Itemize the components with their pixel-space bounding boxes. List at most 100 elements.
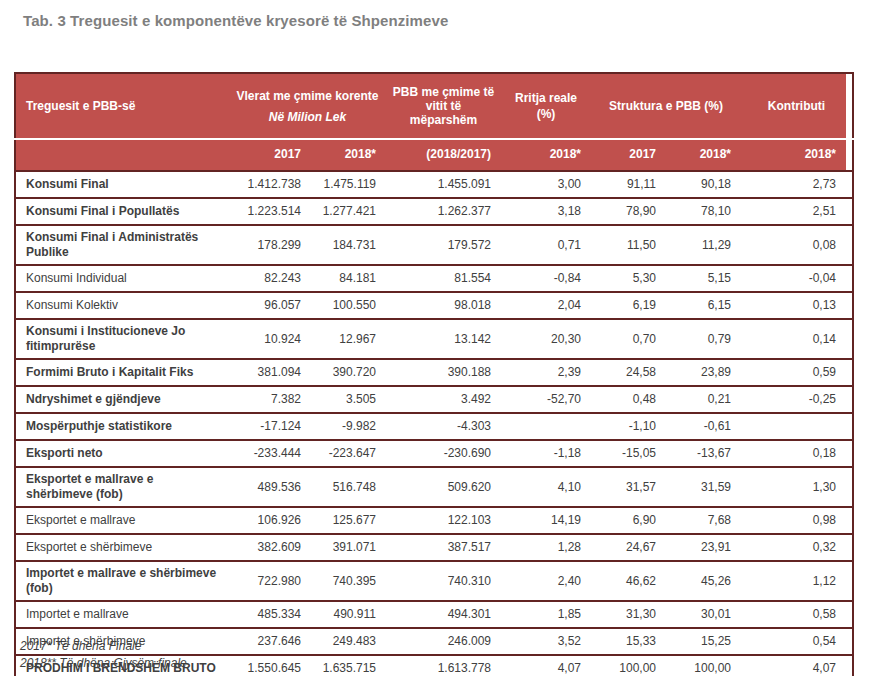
cell-value: 15,33 xyxy=(591,628,666,655)
cell-value: -4.303 xyxy=(386,413,501,440)
cell-value: -0,84 xyxy=(501,265,591,292)
cell-value: -233.444 xyxy=(229,440,311,467)
cell-value: 3,52 xyxy=(501,628,591,655)
cell-value: 82.243 xyxy=(229,265,311,292)
cell-value: 6,15 xyxy=(666,292,741,319)
cell-value: 390.720 xyxy=(311,359,386,386)
cell-value: 178.299 xyxy=(229,225,311,265)
table-row: Konsumi i Institucioneve Jo fitimprurëse… xyxy=(15,319,853,359)
cell-value: 516.748 xyxy=(311,467,386,507)
row-label: Konsumi Kolektiv xyxy=(15,292,229,319)
cell-value: 45,26 xyxy=(666,561,741,601)
cell-value: 11,50 xyxy=(591,225,666,265)
cell-value: 7.382 xyxy=(229,386,311,413)
row-label: Konsumi Final xyxy=(15,171,229,198)
cell-value: 1.277.421 xyxy=(311,198,386,225)
cell-value: 387.517 xyxy=(386,534,501,561)
cell-value: 391.071 xyxy=(311,534,386,561)
cell-value: -1,18 xyxy=(501,440,591,467)
cell-value: 46,62 xyxy=(591,561,666,601)
row-label: Eksporti neto xyxy=(15,440,229,467)
cell-value: 2,04 xyxy=(501,292,591,319)
cell-value: -1,10 xyxy=(591,413,666,440)
cell-value: 10.924 xyxy=(229,319,311,359)
cell-value: 1,85 xyxy=(501,601,591,628)
cell-value: 0,14 xyxy=(741,319,853,359)
header-structure-2018: 2018* xyxy=(666,139,741,171)
cell-value: 0,71 xyxy=(501,225,591,265)
cell-value: 0,18 xyxy=(741,440,853,467)
cell-value: 100,00 xyxy=(666,655,741,676)
row-label: Mospërputhje statistikore xyxy=(15,413,229,440)
table-row: Konsumi Final i Popullatës1.223.5141.277… xyxy=(15,198,853,225)
cell-value: 3.505 xyxy=(311,386,386,413)
cell-value: 1.455.091 xyxy=(386,171,501,198)
cell-value: 15,25 xyxy=(666,628,741,655)
header-real-growth-line2: (%) xyxy=(507,107,585,121)
cell-value: -0,25 xyxy=(741,386,853,413)
cell-value: -223.647 xyxy=(311,440,386,467)
footnotes: 2017* Të dhëna Finale 2018** Të dhëna Gj… xyxy=(20,638,187,673)
gdp-expenditure-table-wrap: Treguesit e PBB-së Vlerat me çmime koren… xyxy=(14,72,854,676)
table-row: Konsumi Final1.412.7381.475.1191.455.091… xyxy=(15,171,853,198)
cell-value: 1.412.738 xyxy=(229,171,311,198)
cell-value: 122.103 xyxy=(386,507,501,534)
cell-value: 2,40 xyxy=(501,561,591,601)
cell-value: 106.926 xyxy=(229,507,311,534)
cell-value: 125.677 xyxy=(311,507,386,534)
row-label: Eksportet e shërbimeve xyxy=(15,534,229,561)
header-year-2018: 2018* xyxy=(311,139,386,171)
cell-value: 4,07 xyxy=(501,655,591,676)
row-label: Ndryshimet e gjëndjeve xyxy=(15,386,229,413)
header-indicator: Treguesit e PBB-së xyxy=(15,73,229,139)
header-real-growth: Rritja reale (%) xyxy=(501,73,591,139)
cell-value: 100.550 xyxy=(311,292,386,319)
header-contribution-2018: 2018* xyxy=(741,139,853,171)
cell-value: 23,91 xyxy=(666,534,741,561)
cell-value: 237.646 xyxy=(229,628,311,655)
cell-value: 31,57 xyxy=(591,467,666,507)
footnote-2017: 2017* Të dhëna Finale xyxy=(20,638,187,655)
header-structure: Struktura e PBB (%) xyxy=(591,73,741,139)
cell-value: 485.334 xyxy=(229,601,311,628)
cell-value: 381.094 xyxy=(229,359,311,386)
table-body: Konsumi Final1.412.7381.475.1191.455.091… xyxy=(15,171,853,676)
cell-value: 5,15 xyxy=(666,265,741,292)
cell-value: 246.009 xyxy=(386,628,501,655)
cell-value: 96.057 xyxy=(229,292,311,319)
cell-value: 100,00 xyxy=(591,655,666,676)
cell-value xyxy=(741,413,853,440)
row-label: Konsumi Final i Popullatës xyxy=(15,198,229,225)
cell-value: 1.475.119 xyxy=(311,171,386,198)
cell-value: 24,58 xyxy=(591,359,666,386)
table-row: Konsumi Final i Administratës Publike178… xyxy=(15,225,853,265)
cell-value: 249.483 xyxy=(311,628,386,655)
row-label: Konsumi Final i Administratës Publike xyxy=(15,225,229,265)
cell-value: 722.980 xyxy=(229,561,311,601)
cell-value: 0,48 xyxy=(591,386,666,413)
cell-value: 6,19 xyxy=(591,292,666,319)
cell-value: 0,58 xyxy=(741,601,853,628)
cell-value: 31,30 xyxy=(591,601,666,628)
header-year-2017: 2017 xyxy=(229,139,311,171)
header-prev-year-prices: PBB me çmime të vitit të mëparshëm xyxy=(386,73,501,139)
table-row: Eksportet e shërbimeve382.609391.071387.… xyxy=(15,534,853,561)
cell-value: 0,13 xyxy=(741,292,853,319)
cell-value: 23,89 xyxy=(666,359,741,386)
cell-value: 84.181 xyxy=(311,265,386,292)
cell-value: 1.262.377 xyxy=(386,198,501,225)
row-label: Importet e mallrave xyxy=(15,601,229,628)
cell-value: 91,11 xyxy=(591,171,666,198)
cell-value: 3.492 xyxy=(386,386,501,413)
cell-value: -0,04 xyxy=(741,265,853,292)
table-row: Konsumi Individual82.24384.18181.554-0,8… xyxy=(15,265,853,292)
cell-value: 78,90 xyxy=(591,198,666,225)
header-contribution: Kontributi xyxy=(741,73,853,139)
row-label: Konsumi i Institucioneve Jo fitimprurëse xyxy=(15,319,229,359)
cell-value: 11,29 xyxy=(666,225,741,265)
table-row: Importet e mallrave e shërbimeve (fob)72… xyxy=(15,561,853,601)
cell-value: 390.188 xyxy=(386,359,501,386)
page: Tab. 3 Treguesit e komponentëve kryesorë… xyxy=(0,0,880,676)
table-row: Konsumi Kolektiv96.057100.55098.0182,046… xyxy=(15,292,853,319)
cell-value xyxy=(501,413,591,440)
